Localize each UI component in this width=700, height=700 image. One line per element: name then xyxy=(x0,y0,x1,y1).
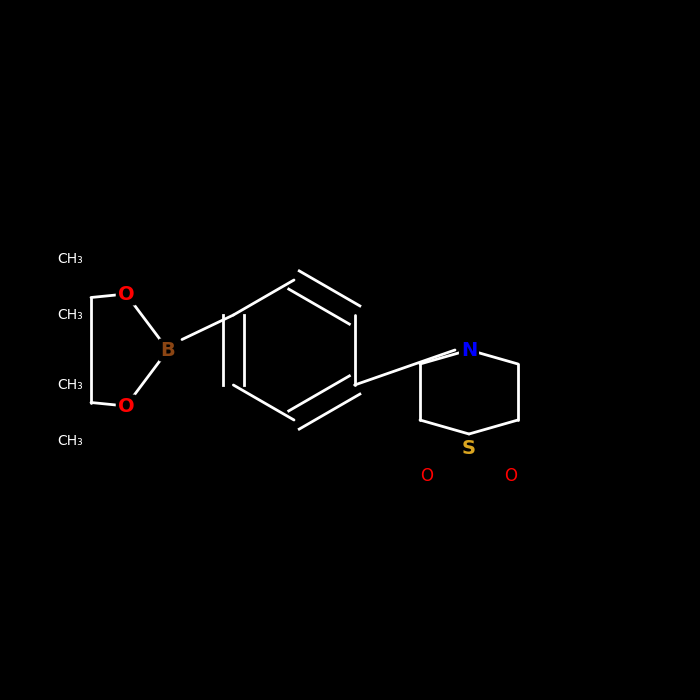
Text: CH₃: CH₃ xyxy=(57,434,83,448)
Text: O: O xyxy=(118,284,134,304)
Text: N: N xyxy=(461,340,477,360)
Text: CH₃: CH₃ xyxy=(57,252,83,266)
Text: O: O xyxy=(505,467,517,485)
Text: S: S xyxy=(462,438,476,458)
Text: B: B xyxy=(160,340,176,360)
Text: O: O xyxy=(118,396,134,416)
Text: O: O xyxy=(421,467,433,485)
Text: CH₃: CH₃ xyxy=(57,308,83,322)
Text: CH₃: CH₃ xyxy=(57,378,83,392)
